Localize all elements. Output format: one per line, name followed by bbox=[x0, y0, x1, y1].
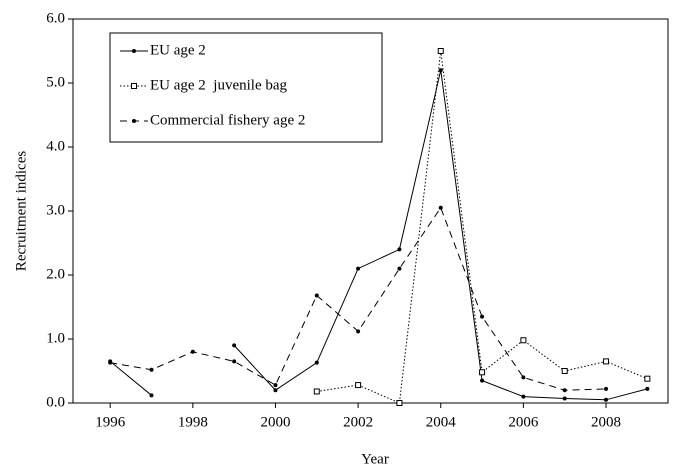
marker bbox=[108, 360, 113, 365]
marker bbox=[438, 205, 443, 210]
y-tick-label: 6.0 bbox=[46, 10, 65, 26]
legend-marker bbox=[132, 49, 136, 53]
marker bbox=[232, 359, 237, 364]
x-tick-label: 2002 bbox=[343, 414, 373, 430]
y-tick-label: 5.0 bbox=[46, 74, 65, 90]
marker bbox=[356, 266, 361, 271]
x-tick-label: 2008 bbox=[591, 414, 621, 430]
marker bbox=[645, 386, 650, 391]
marker bbox=[397, 247, 402, 252]
legend-marker bbox=[132, 119, 136, 123]
legend-marker bbox=[131, 83, 137, 89]
marker bbox=[603, 358, 610, 365]
x-tick-label: 2000 bbox=[260, 414, 290, 430]
x-tick-label: 1996 bbox=[95, 414, 126, 430]
marker bbox=[604, 386, 609, 391]
marker bbox=[355, 382, 362, 389]
marker bbox=[437, 48, 444, 54]
y-tick-label: 3.0 bbox=[46, 202, 65, 218]
x-tick-label: 2004 bbox=[426, 414, 457, 430]
legend-label: EU age 2 juvenile bag bbox=[150, 77, 288, 93]
marker bbox=[521, 375, 526, 380]
x-tick-label: 2006 bbox=[508, 414, 539, 430]
marker bbox=[480, 314, 485, 319]
marker bbox=[396, 400, 403, 406]
legend-box bbox=[109, 32, 383, 143]
marker bbox=[562, 388, 567, 393]
marker bbox=[397, 266, 402, 271]
x-tick-label: 1998 bbox=[178, 414, 208, 430]
marker bbox=[521, 394, 526, 399]
marker bbox=[562, 396, 567, 401]
marker bbox=[313, 388, 320, 395]
series-line bbox=[110, 206, 607, 391]
marker bbox=[561, 368, 568, 374]
marker bbox=[149, 367, 154, 372]
marker bbox=[314, 360, 319, 365]
marker bbox=[479, 369, 486, 376]
marker bbox=[314, 293, 319, 298]
marker bbox=[273, 388, 278, 393]
marker bbox=[480, 378, 485, 383]
marker bbox=[644, 375, 651, 382]
marker bbox=[438, 68, 443, 73]
y-tick-label: 2.0 bbox=[46, 266, 65, 282]
marker bbox=[232, 343, 237, 348]
x-axis-label: Year bbox=[361, 451, 389, 467]
y-tick-label: 4.0 bbox=[46, 138, 65, 154]
y-tick-label: 1.0 bbox=[46, 330, 65, 346]
marker bbox=[149, 393, 154, 398]
legend-label: EU age 2 bbox=[150, 42, 206, 58]
y-tick-label: 0.0 bbox=[46, 394, 65, 410]
legend-label: Commercial fishery age 2 bbox=[150, 112, 305, 128]
marker bbox=[190, 349, 195, 354]
marker bbox=[273, 383, 278, 388]
series-line bbox=[316, 50, 648, 404]
marker bbox=[604, 397, 609, 402]
y-axis-label: Recruitment indices bbox=[13, 151, 29, 272]
marker bbox=[356, 329, 361, 334]
marker bbox=[520, 337, 527, 344]
